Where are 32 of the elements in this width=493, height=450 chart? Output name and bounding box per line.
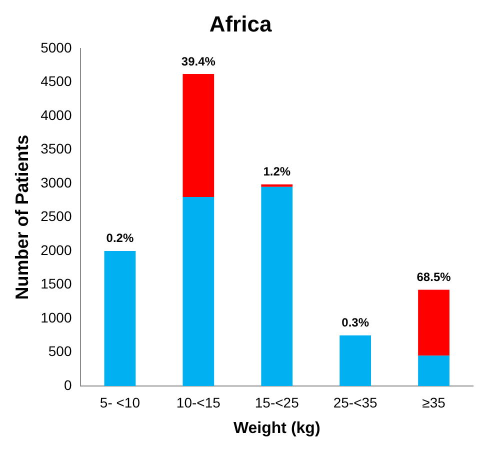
- x-tick-label: ≥35: [422, 394, 446, 410]
- y-tick-label: 3000: [40, 174, 72, 190]
- x-tick-label: 25-<35: [333, 394, 378, 410]
- bar: [418, 290, 450, 356]
- annotation: 39.4%: [181, 54, 216, 68]
- chart-title: Africa: [209, 11, 272, 36]
- bar: [104, 250, 136, 386]
- bar: [261, 184, 293, 187]
- y-axis-title: Number of Patients: [12, 134, 32, 300]
- bar: [418, 356, 450, 386]
- annotation: 1.2%: [263, 164, 291, 179]
- bar: [182, 74, 214, 197]
- annotation: 68.5%: [416, 270, 452, 284]
- bar: [340, 335, 372, 386]
- y-tick-label: 2500: [40, 208, 72, 224]
- bar: [261, 186, 293, 386]
- y-tick-label: 5000: [40, 39, 72, 56]
- x-tick-label: 10-<15: [176, 394, 221, 410]
- x-axis-title: Weight (kg): [233, 420, 320, 437]
- annotation: 0.3%: [342, 316, 370, 330]
- y-tick-label: 2000: [40, 242, 72, 258]
- y-tick-label: 4000: [40, 106, 72, 123]
- y-tick-label: 1000: [40, 309, 72, 326]
- bar: [182, 196, 214, 386]
- x-tick-label: 15-<25: [254, 394, 300, 410]
- annotation: 0.2%: [106, 231, 134, 245]
- y-tick-label: 1500: [40, 276, 72, 292]
- y-tick-label: 0: [64, 376, 72, 393]
- y-tick-label: 4500: [40, 73, 72, 90]
- y-tick-label: 500: [48, 343, 72, 360]
- x-tick-label: 5- <10: [100, 394, 140, 410]
- y-tick-label: 3500: [40, 140, 72, 157]
